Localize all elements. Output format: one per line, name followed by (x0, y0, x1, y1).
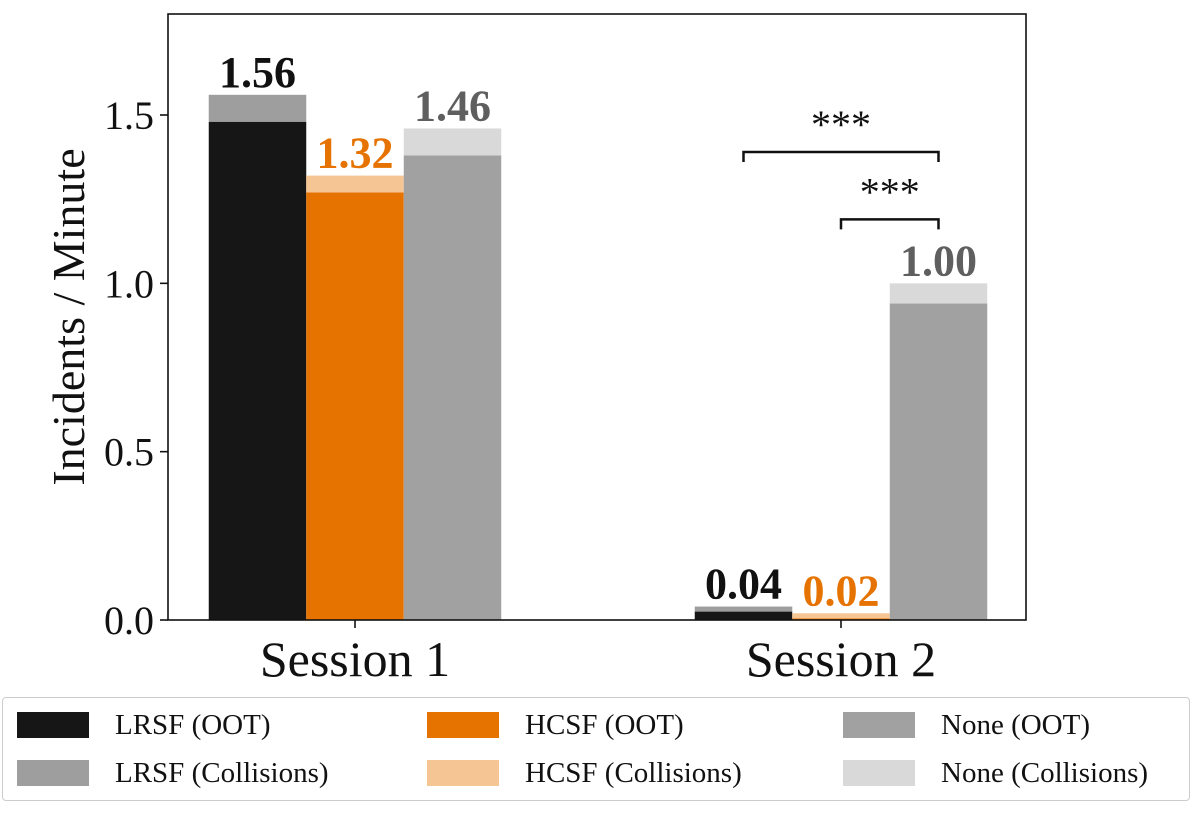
value-label-none-session-2: 1.00 (900, 236, 977, 285)
y-axis-label: Incidents / Minute (43, 148, 94, 485)
legend-item-hcsf-oot: HCSF (OOT) (427, 708, 684, 741)
value-label-lrsf-session-2: 0.04 (705, 560, 782, 609)
significance-label-1: *** (811, 102, 871, 147)
y-tick-label: 1.0 (104, 261, 154, 306)
legend-label: None (Collisions) (941, 756, 1149, 789)
bar-none-collisions-session-1 (403, 128, 502, 156)
plot-frame (167, 13, 1027, 621)
significance-label-2: *** (860, 169, 920, 214)
bar-hcsf-oot-session-1 (306, 192, 404, 620)
bar-lrsf-collisions-session-2 (694, 606, 793, 612)
significance-bracket-2 (839, 218, 940, 230)
y-tick-label: 0.0 (104, 598, 154, 643)
bar-none-oot-session-2 (889, 303, 988, 620)
x-tick-label: Session 2 (746, 631, 936, 687)
bar-hcsf-collisions-session-2 (792, 613, 890, 619)
bar-lrsf-collisions-session-1 (208, 94, 307, 122)
legend-label: LRSF (OOT) (115, 708, 271, 741)
y-tick-label: 1.5 (104, 93, 154, 138)
bar-hcsf-oot-session-2 (792, 618, 890, 620)
bar-none-oot-session-1 (403, 155, 502, 620)
significance-layer: *** *** (742, 102, 940, 230)
legend-swatch (843, 712, 915, 738)
bar-hcsf-collisions-session-1 (306, 175, 404, 193)
legend-item-lrsf-oot: LRSF (OOT) (17, 708, 271, 741)
legend: LRSF (OOT) LRSF (Collisions) HCSF (OOT) … (2, 697, 1190, 801)
legend-swatch (17, 712, 89, 738)
axes-layer: 0.0 0.5 1.0 1.5 Session 1 Session 2 Incidents … (43, 13, 1027, 687)
legend-swatch (17, 760, 89, 786)
bars-layer (208, 94, 988, 620)
value-label-lrsf-session-1: 1.56 (219, 48, 296, 97)
legend-label: None (OOT) (941, 708, 1090, 741)
value-label-none-session-1: 1.46 (414, 81, 491, 130)
bar-lrsf-oot-session-1 (208, 121, 307, 620)
legend-label: LRSF (Collisions) (115, 756, 329, 789)
legend-swatch (427, 760, 499, 786)
legend-swatch (843, 760, 915, 786)
bar-lrsf-oot-session-2 (694, 611, 793, 620)
y-tick-label: 0.5 (104, 430, 154, 475)
legend-item-none-collisions: None (Collisions) (843, 756, 1149, 789)
legend-label: HCSF (Collisions) (525, 756, 742, 789)
legend-item-lrsf-collisions: LRSF (Collisions) (17, 756, 329, 789)
x-tick-label: Session 1 (260, 631, 450, 687)
value-label-hcsf-session-1: 1.32 (317, 129, 394, 178)
legend-item-none-oot: None (OOT) (843, 708, 1090, 741)
value-labels-layer: 1.56 1.32 1.46 0.04 0.02 1.00 (219, 48, 977, 615)
legend-label: HCSF (OOT) (525, 708, 684, 741)
bar-none-collisions-session-2 (889, 283, 988, 304)
value-label-hcsf-session-2: 0.02 (803, 566, 880, 615)
significance-bracket-1 (742, 150, 940, 163)
legend-swatch (427, 712, 499, 738)
legend-item-hcsf-collisions: HCSF (Collisions) (427, 756, 742, 789)
